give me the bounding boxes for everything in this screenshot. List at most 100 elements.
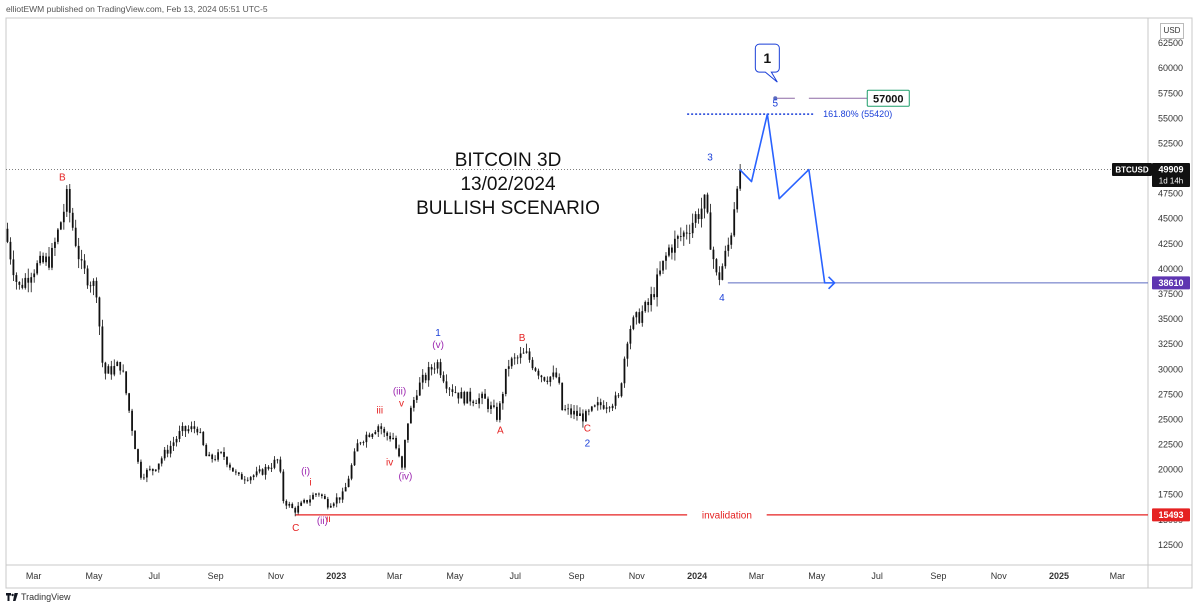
wave-label: (i) — [301, 467, 310, 478]
candle-body — [623, 358, 626, 384]
candle-body — [454, 391, 457, 393]
candle-body — [395, 437, 397, 449]
wave-label: 4 — [719, 293, 725, 304]
candle-body — [285, 501, 288, 506]
support-price-value: 38610 — [1158, 278, 1183, 288]
candle-body — [386, 432, 389, 436]
wave-label: (iv) — [399, 472, 413, 483]
time-tick-label: 2024 — [687, 571, 707, 581]
tradingview-logo-icon — [6, 593, 18, 601]
candle-body — [466, 391, 469, 404]
candle-body — [605, 407, 608, 409]
chart-title-line: BULLISH SCENARIO — [416, 198, 600, 219]
candle-body — [323, 496, 326, 499]
candle-body — [582, 413, 584, 422]
candle-body — [297, 505, 300, 513]
price-tags: 57000 BTCUSD 49909 1d 14h 38610 15493 — [866, 89, 1190, 522]
candle-body — [350, 465, 353, 479]
candle-body — [344, 487, 347, 492]
candle-body — [131, 410, 133, 431]
candle-body — [267, 466, 270, 469]
candle-body — [721, 266, 724, 280]
scenario-path-line — [739, 113, 835, 284]
candle-body — [712, 249, 715, 260]
price-tick-label: 57500 — [1158, 88, 1183, 98]
candle-body — [184, 425, 187, 432]
candle-body — [703, 194, 706, 209]
price-tick-label: 60000 — [1158, 63, 1183, 73]
candle-body — [516, 357, 519, 359]
wave-label: iii — [376, 405, 383, 416]
candle-body — [448, 388, 451, 390]
candle-body — [107, 366, 110, 374]
time-tick-label: May — [85, 571, 103, 581]
candle-body — [24, 277, 27, 288]
candle-body — [270, 467, 273, 469]
chart-title: BITCOIN 3D 13/02/2024 BULLISH SCENARIO — [416, 150, 600, 219]
candle-body — [694, 214, 697, 223]
candle-body — [134, 430, 136, 450]
price-tick-label: 45000 — [1158, 214, 1183, 224]
candle-body — [33, 273, 36, 278]
candle-body — [86, 268, 89, 286]
candle-body — [644, 301, 647, 312]
time-tick-label: Mar — [1110, 571, 1126, 581]
price-axis[interactable]: 1250015000175002000022500250002750030000… — [1158, 38, 1183, 550]
candle-body — [555, 372, 558, 378]
candle-body — [507, 366, 510, 369]
candle-body — [407, 423, 409, 440]
candle-body — [291, 503, 294, 508]
candle-body — [101, 326, 104, 363]
candle-body — [679, 236, 682, 237]
candle-body — [558, 377, 561, 383]
candle-body — [62, 211, 65, 223]
candle-body — [255, 471, 258, 476]
candle-body — [309, 499, 311, 503]
candle-body — [602, 405, 605, 409]
reference-lines: invalidation 161.80% (55420) — [6, 96, 1148, 521]
price-tick-label: 47500 — [1158, 189, 1183, 199]
wave-label: B — [519, 333, 526, 344]
time-tick-label: Sep — [930, 571, 946, 581]
candle-body — [668, 247, 670, 256]
wave-label: C — [584, 424, 591, 435]
candle-body — [501, 394, 504, 404]
candle-body — [421, 374, 424, 383]
currency-button[interactable]: USD — [1160, 23, 1184, 39]
wave-label: iv — [386, 458, 393, 469]
candle-body — [140, 461, 142, 478]
candle-body — [688, 233, 691, 235]
candle-body — [312, 494, 314, 500]
candle-body — [496, 406, 498, 420]
price-tick-label: 22500 — [1158, 440, 1183, 450]
candle-body — [321, 494, 323, 497]
price-tick-label: 12500 — [1158, 540, 1183, 550]
candle-body — [632, 317, 635, 329]
candle-body — [243, 479, 246, 481]
candle-body — [641, 311, 644, 323]
time-tick-label: May — [446, 571, 464, 581]
footer-brand[interactable]: TradingView — [6, 592, 71, 602]
bar-countdown: 1d 14h — [1159, 176, 1183, 185]
candle-body — [163, 449, 166, 459]
candle-body — [620, 383, 623, 397]
candle-body — [540, 375, 543, 378]
target-box-label: 57000 — [873, 93, 904, 105]
candle-body — [303, 499, 306, 503]
candle-body — [18, 281, 21, 285]
candle-body — [202, 431, 205, 445]
candle-body — [430, 367, 433, 370]
time-tick-label: Nov — [991, 571, 1008, 581]
time-axis[interactable]: Mar May Jul Sep Nov 2023 Mar May Jul Sep Nov 2024 Ma… — [26, 571, 1125, 581]
candle-body — [362, 442, 365, 443]
candle-body — [95, 280, 98, 298]
candle-body — [418, 382, 421, 396]
candle-body — [175, 438, 178, 443]
candle-body — [478, 398, 481, 404]
footer-brand-label: TradingView — [21, 592, 71, 602]
candle-body — [445, 381, 448, 389]
price-tick-label: 62500 — [1158, 38, 1183, 48]
price-tick-label: 35000 — [1158, 314, 1183, 324]
